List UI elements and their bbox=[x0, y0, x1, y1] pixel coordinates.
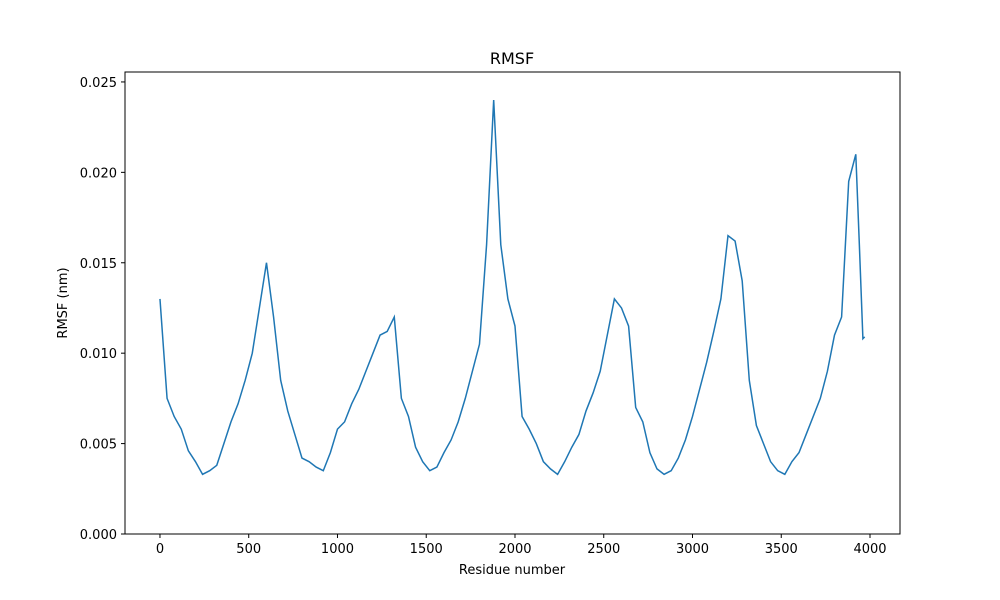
x-tick-label: 2000 bbox=[498, 542, 531, 557]
y-tick-label: 0.020 bbox=[80, 166, 117, 181]
x-tick-label: 2500 bbox=[587, 542, 620, 557]
x-tick-label: 500 bbox=[236, 542, 261, 557]
y-tick-label: 0.000 bbox=[80, 528, 117, 543]
x-axis-label: Residue number bbox=[459, 563, 566, 578]
chart-title: RMSF bbox=[490, 49, 534, 68]
y-tick-label: 0.010 bbox=[80, 347, 117, 362]
x-tick-label: 1000 bbox=[321, 542, 354, 557]
x-tick-label: 0 bbox=[156, 542, 164, 557]
y-tick-label: 0.025 bbox=[80, 76, 117, 91]
x-tick-label: 4000 bbox=[853, 542, 886, 557]
y-tick-label: 0.005 bbox=[80, 438, 117, 453]
y-axis-label: RMSF (nm) bbox=[56, 267, 71, 338]
plot-frame bbox=[124, 71, 901, 535]
y-tick-label: 0.015 bbox=[80, 257, 117, 272]
x-tick-label: 1500 bbox=[410, 542, 443, 557]
data-line bbox=[159, 99, 866, 476]
x-tick-label: 3500 bbox=[765, 542, 798, 557]
x-tick-label: 3000 bbox=[676, 542, 709, 557]
